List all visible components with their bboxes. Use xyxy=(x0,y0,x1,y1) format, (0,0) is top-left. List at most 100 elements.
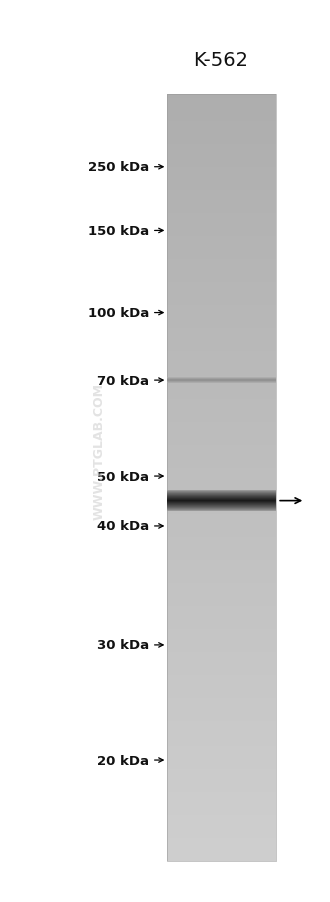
Bar xyxy=(167,419,276,420)
Bar xyxy=(167,814,276,815)
Bar xyxy=(167,173,276,175)
Bar xyxy=(167,95,276,861)
Bar xyxy=(167,771,276,773)
Bar xyxy=(167,779,276,781)
Bar xyxy=(167,754,276,756)
Bar xyxy=(167,683,276,685)
Bar xyxy=(167,499,276,501)
Bar xyxy=(167,706,276,708)
Bar xyxy=(167,328,276,330)
Bar xyxy=(167,526,276,528)
Bar xyxy=(167,255,276,258)
Bar xyxy=(167,572,276,574)
Bar xyxy=(167,344,276,345)
Bar xyxy=(167,144,276,146)
Bar xyxy=(167,141,276,143)
Bar xyxy=(167,777,276,779)
Bar xyxy=(167,553,276,555)
Bar xyxy=(167,437,276,440)
Bar xyxy=(167,434,276,436)
Bar xyxy=(167,739,276,741)
Bar xyxy=(167,485,276,488)
Bar xyxy=(167,447,276,449)
Bar xyxy=(167,664,276,666)
Bar xyxy=(167,810,276,812)
Bar xyxy=(167,764,276,766)
Bar xyxy=(167,808,276,810)
Bar xyxy=(167,637,276,639)
Bar xyxy=(167,474,276,476)
Text: 30 kDa: 30 kDa xyxy=(97,639,149,651)
Bar xyxy=(167,558,276,560)
Bar xyxy=(167,672,276,674)
Bar xyxy=(167,759,276,761)
Bar xyxy=(167,511,276,512)
Bar xyxy=(167,580,276,582)
Bar xyxy=(167,407,276,410)
Bar xyxy=(167,795,276,796)
Bar xyxy=(167,219,276,221)
Bar xyxy=(167,712,276,713)
Bar xyxy=(167,555,276,557)
Bar xyxy=(167,623,276,626)
Bar xyxy=(167,528,276,529)
Bar xyxy=(167,290,276,292)
Bar xyxy=(167,112,276,114)
Text: 250 kDa: 250 kDa xyxy=(88,161,149,174)
Bar xyxy=(167,594,276,595)
Bar xyxy=(167,223,276,225)
Bar xyxy=(167,713,276,715)
Bar xyxy=(167,124,276,125)
Bar xyxy=(167,700,276,703)
Bar xyxy=(167,246,276,248)
Bar xyxy=(167,422,276,424)
Bar xyxy=(167,386,276,388)
Bar xyxy=(167,781,276,783)
Bar xyxy=(167,100,276,102)
Bar xyxy=(167,409,276,411)
Bar xyxy=(167,400,276,401)
Bar xyxy=(167,133,276,135)
Bar xyxy=(167,669,276,672)
Bar xyxy=(167,819,276,821)
Bar xyxy=(167,301,276,304)
Bar xyxy=(167,202,276,204)
Bar xyxy=(167,650,276,652)
Bar xyxy=(167,267,276,269)
Bar xyxy=(167,156,276,158)
Bar xyxy=(167,538,276,539)
Bar xyxy=(167,269,276,271)
Bar xyxy=(167,633,276,635)
Bar xyxy=(167,582,276,584)
Text: 100 kDa: 100 kDa xyxy=(88,307,149,319)
Bar xyxy=(167,658,276,660)
Bar xyxy=(167,253,276,256)
Bar xyxy=(167,271,276,273)
Bar xyxy=(167,363,276,365)
Bar xyxy=(167,614,276,616)
Bar xyxy=(167,238,276,240)
Bar xyxy=(167,649,276,650)
Bar xyxy=(167,718,276,720)
Bar xyxy=(167,723,276,725)
Bar xyxy=(167,565,276,566)
Bar xyxy=(167,662,276,664)
Bar xyxy=(167,482,276,483)
Bar xyxy=(167,805,276,808)
Bar xyxy=(167,827,276,829)
Bar xyxy=(167,568,276,570)
Bar xyxy=(167,846,276,848)
Bar xyxy=(167,708,276,710)
Bar xyxy=(167,335,276,336)
Bar xyxy=(167,98,276,100)
Bar xyxy=(167,545,276,547)
Bar xyxy=(167,821,276,823)
Bar xyxy=(167,355,276,357)
Bar xyxy=(167,333,276,335)
Text: 150 kDa: 150 kDa xyxy=(88,225,149,237)
Bar xyxy=(167,557,276,558)
Bar xyxy=(167,143,276,144)
Bar xyxy=(167,676,276,677)
Bar xyxy=(167,206,276,207)
Bar xyxy=(167,773,276,775)
